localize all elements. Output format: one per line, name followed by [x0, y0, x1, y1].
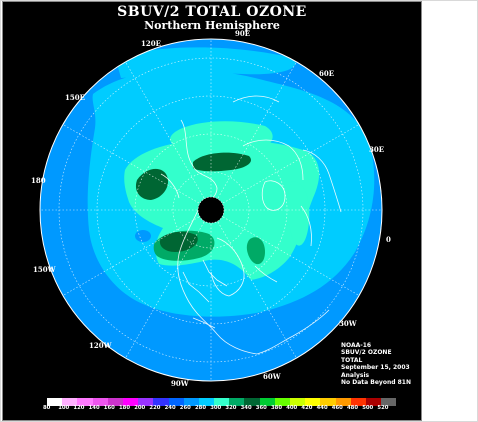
colorbar-label: 340 — [240, 405, 252, 411]
colorbar-label: 80 — [43, 405, 51, 411]
colorbar-label: 260 — [179, 405, 191, 411]
lon-label-120w: 120W — [89, 341, 112, 350]
colorbar-cell — [290, 398, 306, 406]
colorbar-labels: 80 100 120 140 160 180 200 220 240 260 280 300 320 34… — [43, 405, 403, 417]
colorbar-cell — [183, 398, 199, 406]
colorbar-cell — [365, 398, 382, 406]
colorbar-cell — [107, 398, 123, 406]
ozone-region-260-small — [135, 230, 151, 242]
lon-label-30e: 30E — [369, 145, 384, 154]
info-product: Analysis — [341, 371, 370, 379]
lon-label-90e: 90E — [235, 29, 250, 38]
colorbar-cell — [244, 398, 260, 406]
no-data-polar-cap — [197, 196, 225, 224]
colorbar-cell — [381, 398, 397, 406]
info-note: No Data Beyond 81N — [341, 379, 411, 387]
lon-label-150w: 150W — [33, 265, 56, 274]
colorbar-cell — [62, 398, 78, 406]
colorbar-label: 320 — [225, 405, 237, 411]
lon-label-120e: 120E — [141, 39, 161, 48]
colorbar-cell — [229, 398, 245, 406]
colorbar-cell — [122, 398, 139, 406]
ozone-region-340-north — [193, 152, 251, 172]
ozone-region-300-east — [287, 181, 310, 246]
colorbar-label: 120 — [73, 405, 85, 411]
map-subtitle: Northern Hemisphere — [144, 19, 280, 32]
ozone-region-280-north — [115, 47, 296, 78]
ozone-region-320-east — [246, 237, 265, 265]
lon-label-60e: 60E — [319, 69, 334, 78]
colorbar-label: 280 — [195, 405, 207, 411]
polar-map: 90E 60E 30E 0 30W 60W 90W 120W 150W 180 … — [31, 29, 391, 388]
ozone-region-300-north — [170, 121, 273, 155]
colorbar-cell — [138, 398, 154, 406]
colorbar-cell — [47, 398, 63, 406]
info-date: September 15, 2003 — [341, 364, 410, 372]
colorbar-label: 160 — [103, 405, 115, 411]
lon-label-30w: 30W — [339, 319, 357, 328]
colorbar-label: 220 — [149, 405, 161, 411]
colorbar-label: 440 — [316, 405, 328, 411]
info-block: NOAA-16 SBUV/2 OZONE TOTAL September 15,… — [341, 342, 421, 386]
colorbar-cell — [77, 398, 93, 406]
colorbar-label: 200 — [134, 405, 146, 411]
colorbar-label: 400 — [286, 405, 298, 411]
info-satellite: NOAA-16 — [341, 342, 372, 349]
lon-label-150e: 150E — [65, 93, 85, 102]
ozone-region-340-west — [135, 168, 169, 200]
map-title: SBUV/2 TOTAL OZONE — [117, 4, 307, 20]
colorbar-cell — [320, 398, 336, 406]
colorbar-cell — [335, 398, 351, 406]
colorbar-label: 180 — [119, 405, 131, 411]
colorbar-cell — [214, 398, 230, 406]
ozone-map-panel: 90E 60E 30E 0 30W 60W 90W 120W 150W 180 … — [2, 1, 422, 421]
colorbar-label: 380 — [271, 405, 283, 411]
colorbar-label: 360 — [255, 405, 267, 411]
colorbar-cell — [168, 398, 184, 406]
colorbar — [47, 398, 397, 406]
colorbar-cell — [92, 398, 108, 406]
colorbar-label: 520 — [377, 405, 389, 411]
colorbar-cell — [350, 398, 366, 406]
colorbar-label: 300 — [210, 405, 222, 411]
colorbar-cell — [153, 398, 169, 406]
info-quantity: TOTAL — [341, 356, 363, 364]
hemisphere-outline — [39, 38, 383, 382]
colorbar-label: 480 — [347, 405, 359, 411]
colorbar-cell — [305, 398, 321, 406]
ozone-region-340-south — [159, 231, 198, 252]
colorbar-label: 140 — [88, 405, 100, 411]
colorbar-label: 500 — [362, 405, 374, 411]
continent-outlines — [160, 95, 342, 355]
colorbar-cell — [198, 398, 215, 406]
colorbar-label: 240 — [164, 405, 176, 411]
lon-label-90w: 90W — [171, 379, 189, 388]
colorbar-label: 420 — [301, 405, 313, 411]
colorbar-cell — [259, 398, 275, 406]
lon-label-60w: 60W — [263, 372, 281, 381]
colorbar-cell — [274, 398, 290, 406]
lon-label-180: 180 — [31, 176, 46, 185]
graticule — [40, 39, 382, 381]
info-instrument: SBUV/2 OZONE — [341, 349, 392, 357]
lon-label-0: 0 — [386, 235, 391, 244]
colorbar-label: 100 — [58, 405, 70, 411]
colorbar-label: 460 — [331, 405, 343, 411]
